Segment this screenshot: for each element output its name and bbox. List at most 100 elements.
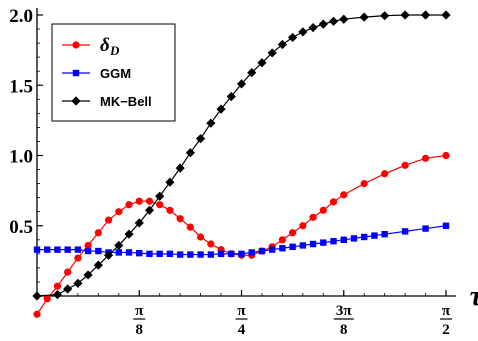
data-point bbox=[421, 154, 430, 162]
data-point bbox=[187, 251, 194, 258]
series-2 bbox=[32, 10, 451, 301]
data-point bbox=[115, 208, 123, 216]
series-layer bbox=[32, 10, 451, 318]
data-point bbox=[320, 239, 327, 246]
data-point bbox=[44, 246, 51, 253]
data-point bbox=[420, 10, 431, 20]
data-point bbox=[216, 104, 226, 114]
data-point bbox=[401, 228, 409, 235]
data-point bbox=[268, 246, 276, 253]
data-point bbox=[175, 163, 185, 173]
x-tick-label-numerator: 3π bbox=[336, 303, 353, 319]
data-point bbox=[125, 201, 133, 209]
x-tick-label-numerator: π bbox=[237, 303, 246, 319]
legend-swatch-marker bbox=[72, 41, 80, 49]
legend-entry: GGM bbox=[62, 66, 131, 81]
data-point bbox=[63, 284, 73, 294]
data-point bbox=[176, 251, 184, 258]
data-point bbox=[238, 250, 245, 258]
data-point bbox=[195, 134, 206, 144]
data-point bbox=[371, 232, 378, 239]
data-point bbox=[134, 218, 144, 228]
data-point bbox=[309, 240, 317, 248]
data-point bbox=[360, 180, 368, 188]
y-tick-label: 2.0 bbox=[9, 6, 33, 27]
data-point bbox=[298, 27, 308, 37]
legend-swatch-marker bbox=[71, 96, 81, 106]
data-point bbox=[185, 148, 195, 158]
data-point bbox=[83, 270, 93, 280]
data-point bbox=[197, 251, 204, 258]
data-point bbox=[165, 177, 175, 187]
data-point bbox=[319, 206, 327, 214]
data-point bbox=[330, 238, 337, 245]
data-point bbox=[54, 246, 61, 253]
data-point bbox=[299, 242, 307, 249]
data-point bbox=[257, 58, 267, 68]
legend-entry: MK−Bell bbox=[62, 94, 152, 109]
data-point bbox=[33, 246, 41, 253]
data-point bbox=[136, 249, 143, 257]
data-point bbox=[228, 250, 235, 258]
data-point bbox=[196, 233, 205, 241]
x-tick-label-numerator: π bbox=[442, 303, 451, 319]
data-point bbox=[340, 236, 347, 243]
data-point bbox=[176, 215, 184, 223]
data-point bbox=[53, 282, 62, 290]
data-point bbox=[125, 249, 133, 256]
data-point bbox=[308, 23, 318, 33]
data-point bbox=[442, 222, 450, 229]
data-point bbox=[207, 240, 215, 248]
data-point bbox=[278, 236, 287, 244]
data-point bbox=[115, 249, 123, 256]
data-point bbox=[247, 68, 257, 78]
data-point bbox=[381, 230, 388, 238]
data-point bbox=[144, 205, 155, 215]
data-point bbox=[441, 10, 451, 20]
data-point bbox=[422, 225, 429, 232]
data-point bbox=[135, 197, 143, 205]
data-point bbox=[277, 39, 288, 50]
data-point bbox=[289, 229, 297, 237]
data-point bbox=[73, 278, 83, 288]
data-point bbox=[226, 91, 236, 102]
data-point bbox=[258, 247, 266, 255]
data-point bbox=[289, 243, 296, 251]
x-tick-label-denominator: 2 bbox=[442, 322, 450, 338]
data-point bbox=[360, 233, 368, 241]
data-point bbox=[166, 206, 174, 214]
data-point bbox=[248, 249, 255, 256]
y-tick-label: 0.5 bbox=[9, 217, 33, 238]
legend: δ D GGM MK−Bell bbox=[51, 23, 176, 122]
data-point bbox=[103, 250, 114, 260]
data-point bbox=[94, 229, 102, 237]
data-point bbox=[309, 213, 317, 221]
data-point bbox=[84, 247, 92, 255]
data-point bbox=[74, 254, 82, 262]
data-point bbox=[145, 197, 154, 205]
data-point bbox=[328, 16, 339, 26]
data-point bbox=[146, 250, 153, 258]
y-tick-label: 1.5 bbox=[9, 76, 33, 97]
data-point bbox=[206, 118, 216, 128]
data-point bbox=[267, 48, 277, 58]
legend-label: δ bbox=[100, 35, 110, 56]
data-point bbox=[340, 191, 348, 199]
data-point bbox=[288, 32, 298, 43]
data-point bbox=[114, 240, 124, 251]
legend-label-subscript: D bbox=[109, 43, 120, 58]
data-point bbox=[32, 291, 42, 301]
series-1 bbox=[33, 222, 450, 258]
data-point bbox=[350, 235, 358, 242]
data-point bbox=[279, 245, 286, 252]
data-point bbox=[400, 10, 410, 20]
data-point bbox=[33, 310, 41, 318]
data-point bbox=[381, 170, 389, 178]
data-point bbox=[186, 223, 194, 231]
data-point bbox=[95, 247, 102, 255]
data-point bbox=[442, 151, 450, 160]
data-point bbox=[52, 289, 63, 300]
y-tick-label: 1.0 bbox=[9, 147, 33, 168]
